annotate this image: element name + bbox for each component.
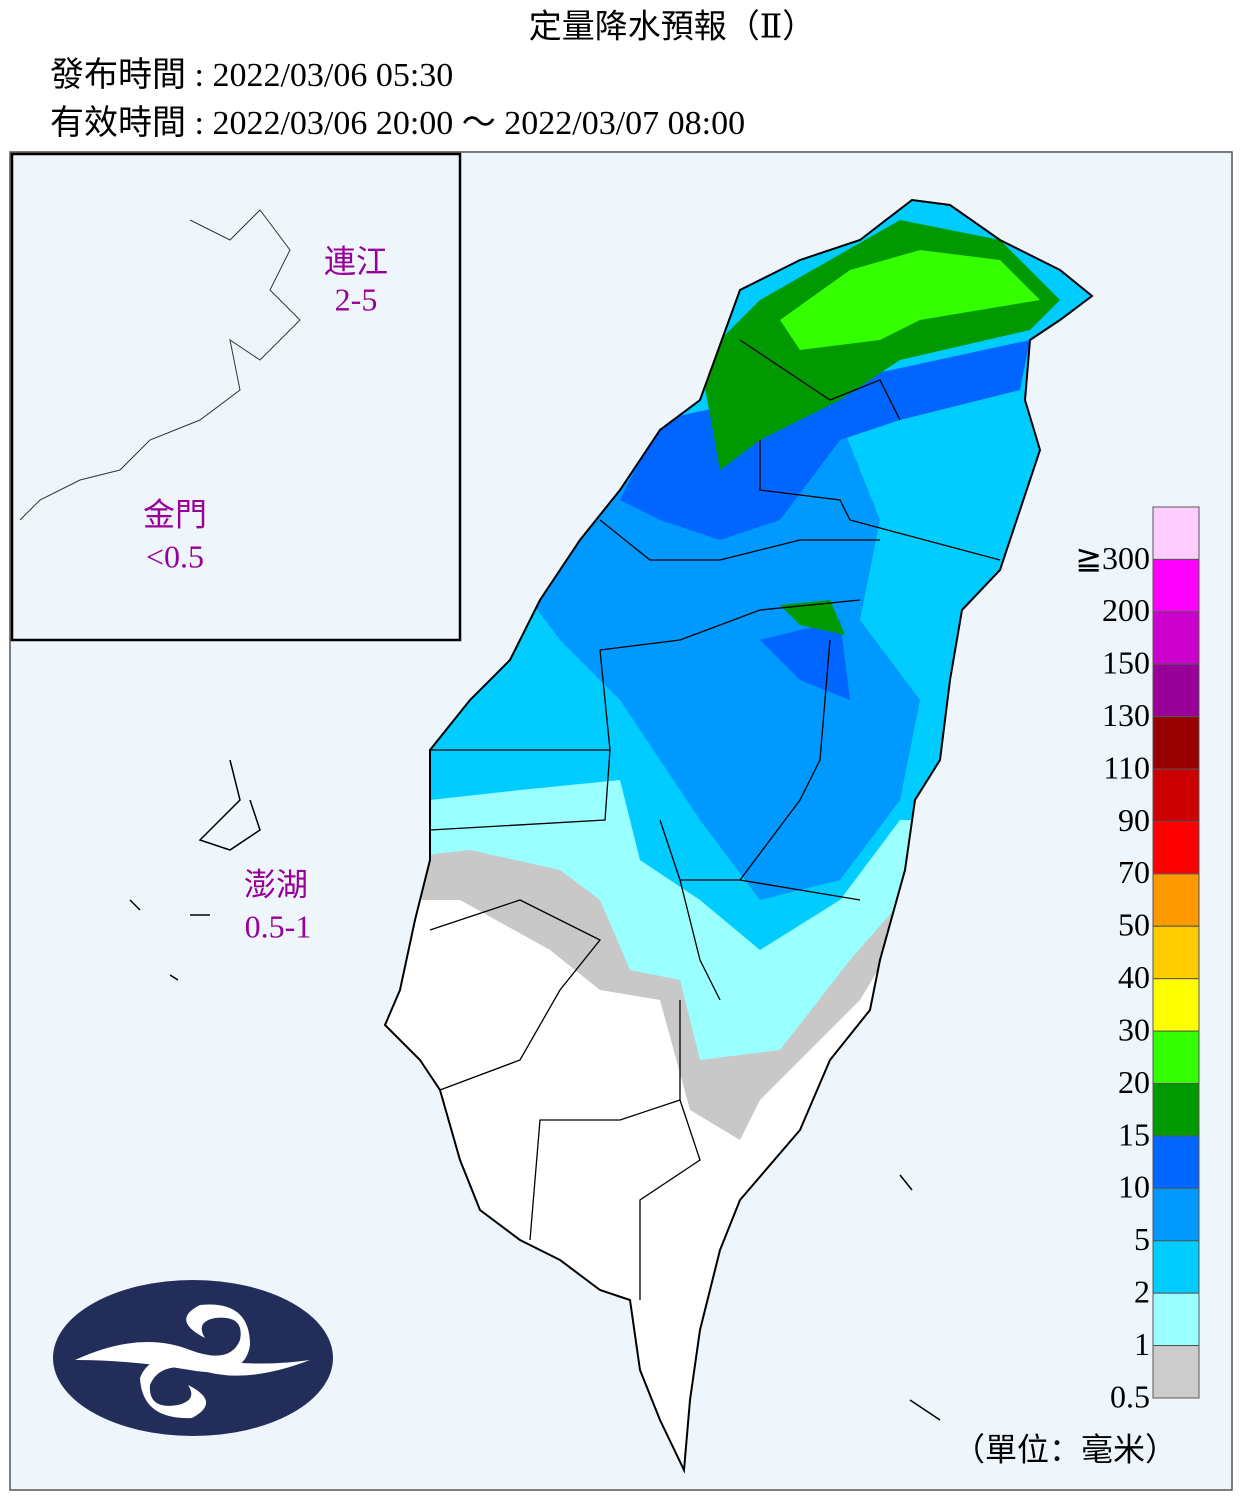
county-borders	[429, 339, 1001, 1300]
legend-swatch	[1152, 978, 1200, 1032]
legend-label: 150	[1102, 645, 1150, 681]
region-name: 澎湖	[244, 866, 308, 902]
logo	[53, 1280, 333, 1436]
legend-swatch	[1152, 506, 1200, 560]
legend-label: 20	[1118, 1064, 1150, 1100]
legend-swatch	[1152, 558, 1200, 613]
legend-label: 5	[1134, 1221, 1150, 1257]
region-value: 2-5	[335, 281, 378, 317]
legend-label: 15	[1118, 1116, 1150, 1152]
legend-label: 50	[1118, 907, 1150, 943]
valid-time: 有效時間 : 2022/03/06 20:00 ～ 2022/03/07 08:…	[50, 104, 745, 142]
legend-swatch	[1152, 1240, 1200, 1294]
coastline	[19, 209, 301, 521]
legend-label: 0.5	[1110, 1378, 1150, 1414]
region-value: <0.5	[146, 538, 204, 574]
legend-label: 110	[1103, 749, 1150, 785]
issued-time: 發布時間 : 2022/03/06 05:30	[50, 56, 453, 94]
legend-swatch	[1152, 1345, 1200, 1399]
legend-swatch	[1152, 1083, 1200, 1137]
region-name: 金門	[143, 496, 207, 532]
legend-swatch	[1152, 663, 1200, 718]
legend-label: 40	[1118, 959, 1150, 995]
legend-swatch	[1152, 716, 1200, 770]
legend: ≧300 200 150 130 110 90 70 50 40 30 20 15 10 5 2 1 0.5	[1075, 506, 1200, 1414]
legend-swatch	[1152, 925, 1200, 980]
legend-label: 90	[1118, 802, 1150, 838]
legend-label: ≧300	[1075, 540, 1150, 576]
region-value: 0.5-1	[245, 908, 312, 944]
legend-swatch	[1152, 820, 1200, 875]
legend-swatch	[1152, 1135, 1200, 1189]
legend-label: 2	[1134, 1274, 1150, 1310]
legend-label: 30	[1118, 1011, 1150, 1047]
legend-label: 10	[1118, 1169, 1150, 1205]
islands	[129, 759, 941, 1421]
legend-label: 1	[1134, 1326, 1150, 1362]
region-name: 連江	[324, 243, 388, 279]
legend-swatch	[1152, 1292, 1200, 1347]
legend-swatch	[1152, 1187, 1200, 1242]
legend-label: 70	[1118, 854, 1150, 890]
title: 定量降水預報（Ⅱ）	[529, 9, 815, 46]
legend-label: 200	[1102, 592, 1150, 628]
unit-label: （單位：毫米）	[953, 1431, 1177, 1467]
legend-swatch	[1152, 1030, 1200, 1085]
legend-swatch	[1152, 611, 1200, 665]
taiwan-outline	[383, 198, 1094, 1474]
inset-frame	[10, 152, 462, 642]
legend-swatch	[1152, 768, 1200, 822]
legend-label: 130	[1102, 697, 1150, 733]
legend-swatch	[1152, 873, 1200, 927]
